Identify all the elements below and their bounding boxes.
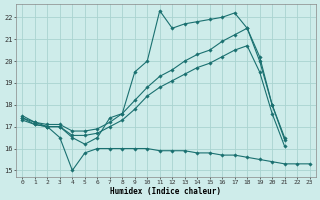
X-axis label: Humidex (Indice chaleur): Humidex (Indice chaleur) [110, 187, 221, 196]
